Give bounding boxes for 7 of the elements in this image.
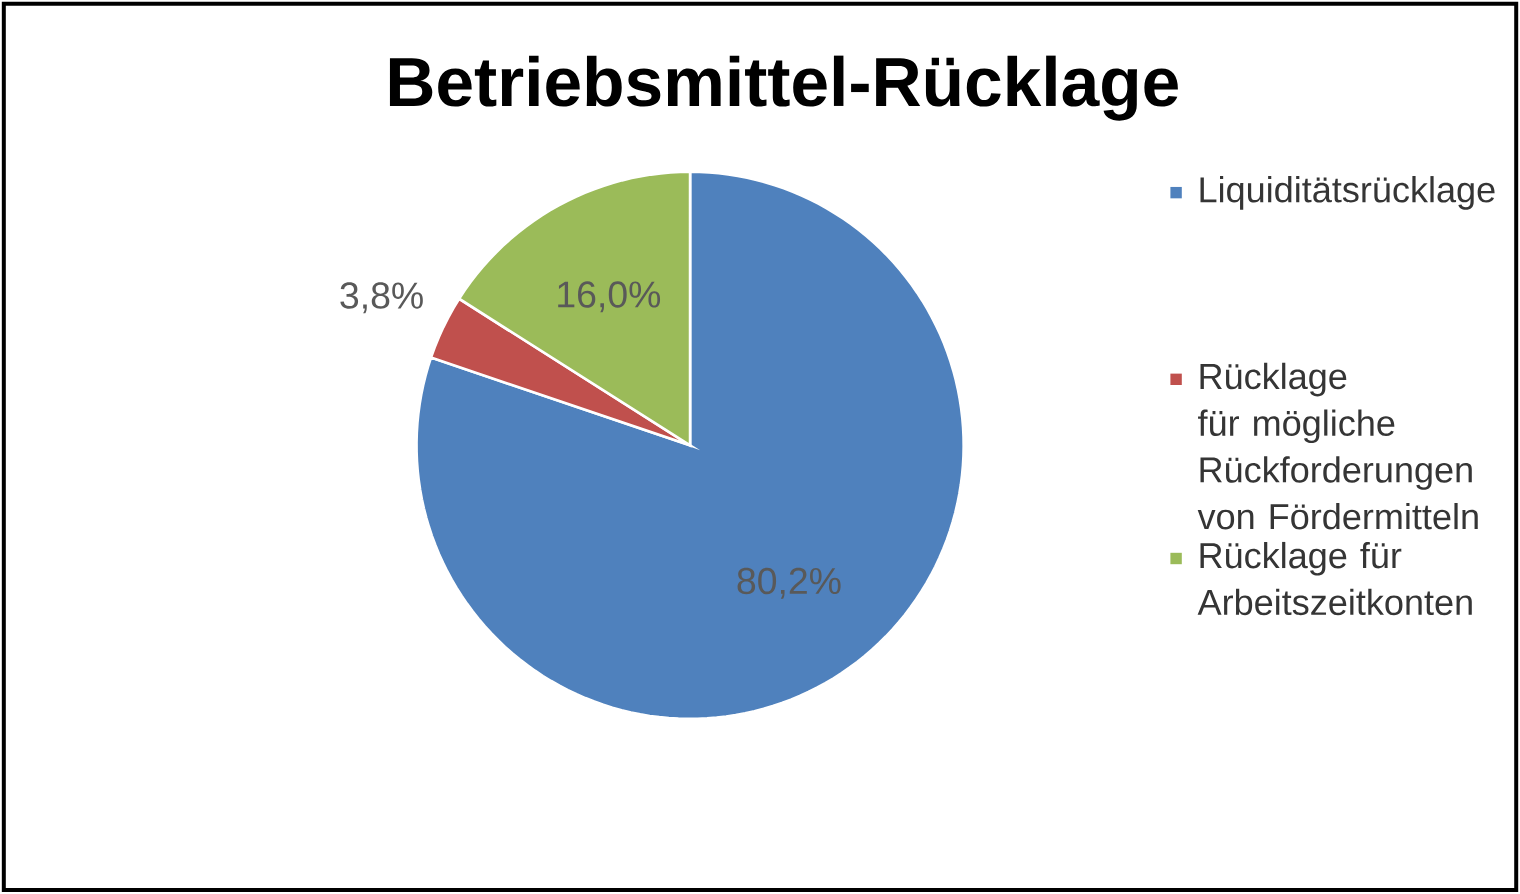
legend-label: Rücklage für Arbeitszeitkonten	[1197, 542, 1472, 616]
legend-label: Rücklage für mögliche Rückforderungen von Fördermitteln	[1197, 362, 1478, 530]
data-label: 3,8%	[340, 282, 423, 314]
data-label: 16,0%	[558, 281, 661, 313]
data-label: 80,2%	[737, 567, 841, 599]
chart-title: Betriebsmittel-Rücklage	[389, 55, 1178, 121]
legend-label: Liquiditätsrücklage	[1200, 176, 1495, 210]
